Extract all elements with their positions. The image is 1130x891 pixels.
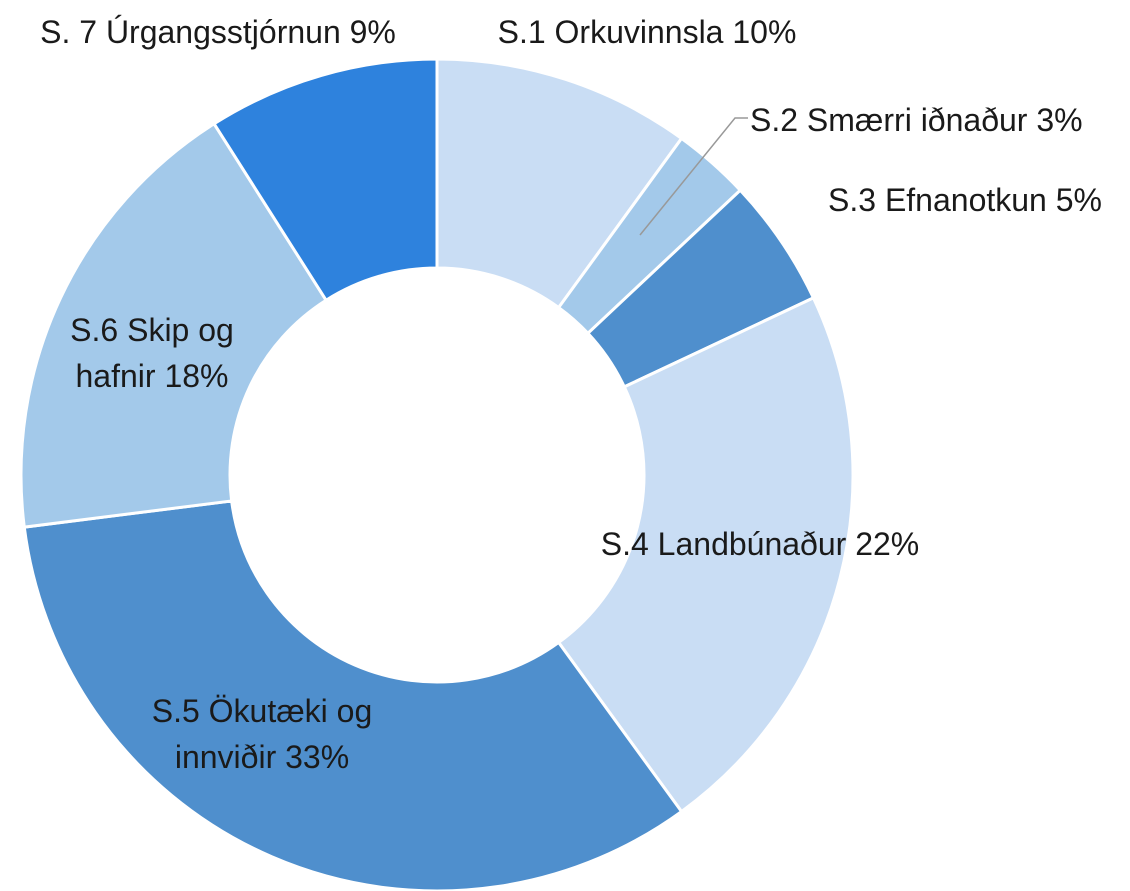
category-label: S.2 Smærri iðnaður — [750, 102, 1028, 138]
segment-label: S.6 Skip og hafnir 18% — [47, 307, 257, 399]
value-label: 10% — [732, 14, 797, 50]
value-label: 3% — [1036, 102, 1083, 138]
value-label: 5% — [1055, 182, 1102, 218]
category-label: S.4 Landbúnaður — [600, 526, 847, 562]
segment-label: S.5 Ökutæki og innviðir 33% — [112, 688, 412, 780]
value-label: 33% — [285, 739, 350, 775]
leader-line — [639, 117, 748, 236]
value-label: 22% — [855, 526, 920, 562]
value-label: 9% — [349, 14, 396, 50]
category-label: S.3 Efnanotkun — [828, 182, 1047, 218]
segment-label: S.3 Efnanotkun 5% — [828, 177, 1102, 223]
donut-segment — [435, 57, 684, 310]
segment-label: S.2 Smærri iðnaður 3% — [750, 97, 1083, 143]
category-label: S.5 Ökutæki og innviðir — [151, 693, 373, 775]
category-label: S.1 Orkuvinnsla — [497, 14, 724, 50]
segment-label: S. 7 Úrgangsstjórnun 9% — [40, 9, 396, 55]
donut-segment — [19, 121, 329, 529]
donut-segment — [212, 57, 439, 303]
category-label: S. 7 Úrgangsstjórnun — [40, 14, 341, 50]
value-label: 18% — [164, 358, 229, 394]
category-label: S.6 Skip og hafnir — [70, 312, 234, 394]
donut-segment — [556, 295, 855, 814]
segment-label: S.4 Landbúnaður 22% — [600, 521, 920, 567]
segment-label: S.1 Orkuvinnsla 10% — [498, 9, 797, 55]
